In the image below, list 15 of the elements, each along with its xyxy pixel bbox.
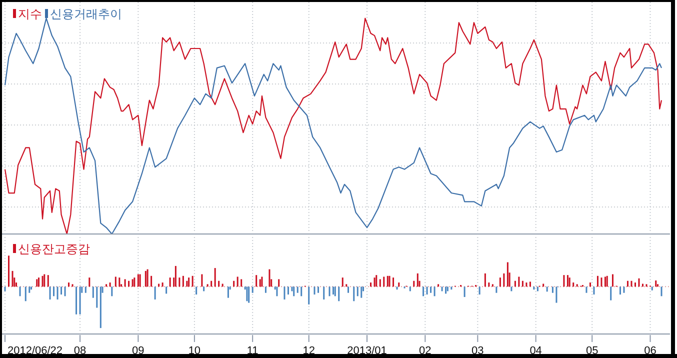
- legend-label: 지수: [18, 7, 42, 21]
- x-tick-label: 02: [419, 345, 432, 357]
- legend-label: 신용잔고증감: [18, 242, 90, 256]
- x-tick-label: 08: [74, 345, 86, 357]
- x-tick-label: 03: [472, 345, 484, 357]
- x-tick-label: 11: [246, 345, 258, 357]
- x-tick-label: 06: [644, 345, 656, 357]
- x-tick-label: 04: [530, 345, 542, 357]
- legend-label: 신용거래추이: [50, 7, 122, 21]
- x-tick-label: 09: [132, 345, 144, 357]
- x-tick-label: 2012/06/22: [7, 345, 63, 357]
- x-tick-label: 05: [586, 345, 598, 357]
- x-tick-label: 2013/01: [347, 345, 387, 357]
- x-tick-label: 10: [188, 345, 201, 357]
- x-tick-label: 12: [302, 345, 315, 357]
